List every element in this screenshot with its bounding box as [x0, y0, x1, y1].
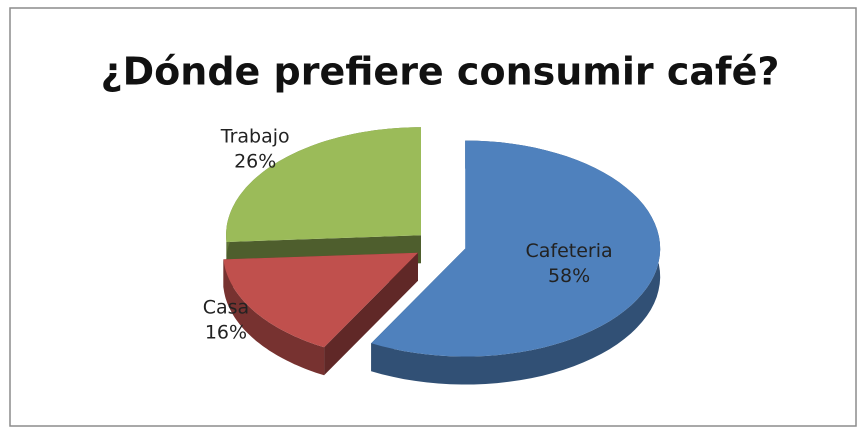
slice [371, 140, 661, 385]
slice-value-label: 16% [205, 322, 247, 344]
slice-face [324, 252, 418, 376]
slice-side [223, 259, 325, 376]
slice-top [371, 140, 661, 357]
slice-label: Casa [203, 297, 249, 319]
slice-top [223, 252, 418, 348]
slice-label: Trabajo [220, 125, 290, 147]
slice-top [226, 127, 421, 242]
slice-value-label: 58% [548, 265, 590, 287]
pie: Trabajo 26% Cafeteria 58% Casa 16% [203, 125, 661, 385]
slice-side [371, 140, 661, 385]
slice-label: Cafeteria [525, 240, 612, 262]
slice [223, 252, 418, 376]
slice-value-label: 26% [234, 150, 276, 172]
chart-title: ¿Dónde prefiere consumir café? [101, 50, 780, 94]
